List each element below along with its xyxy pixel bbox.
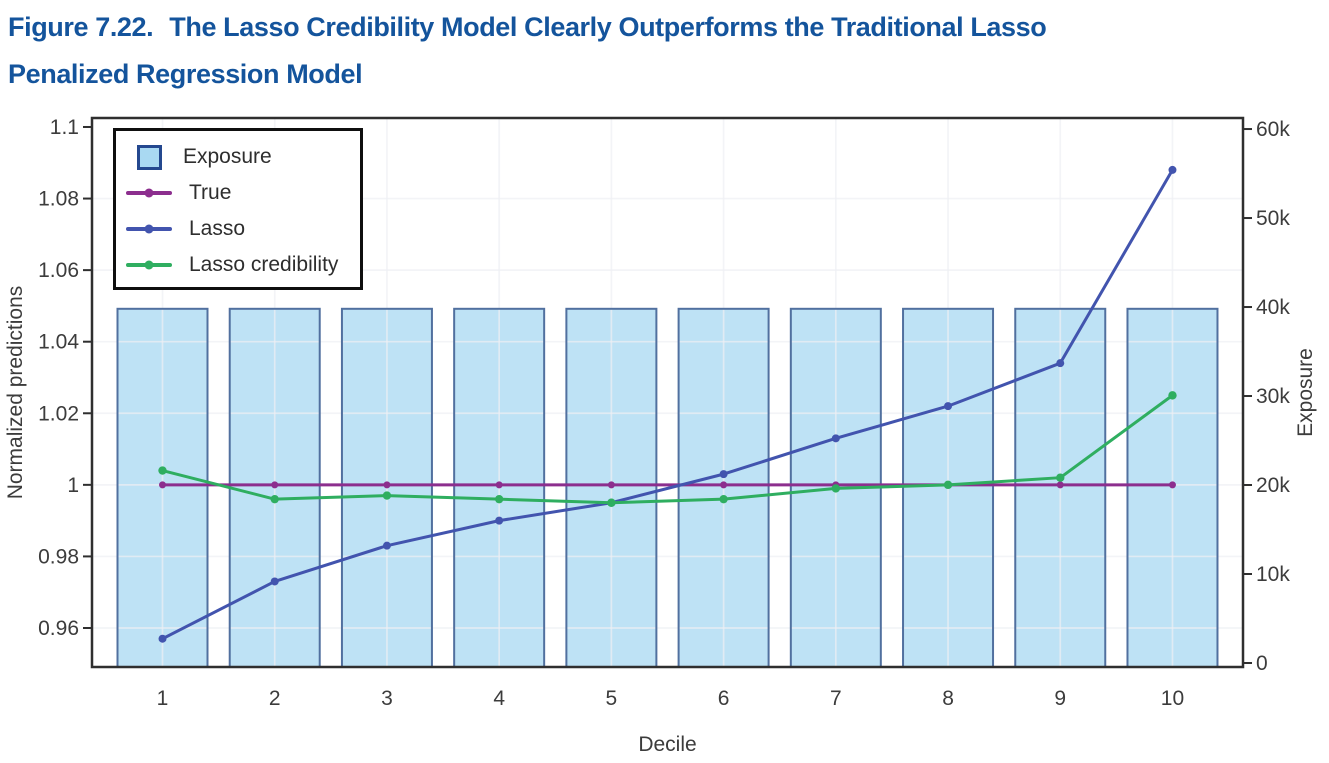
right-tick-label: 60k bbox=[1256, 118, 1290, 141]
lasso-credibility-marker bbox=[158, 466, 167, 475]
lasso-marker bbox=[1056, 359, 1065, 368]
lasso-credibility-marker bbox=[1056, 473, 1065, 482]
left-tick-label: 0.98 bbox=[38, 545, 79, 568]
lasso-credibility-marker bbox=[943, 480, 953, 490]
legend-item-true: True bbox=[116, 175, 360, 211]
exposure-swatch-icon bbox=[137, 144, 162, 170]
figure-title: Figure 7.22. The Lasso Credibility Model … bbox=[8, 4, 1323, 98]
x-tick-label: 2 bbox=[269, 687, 281, 710]
legend-label: Lasso bbox=[189, 217, 246, 240]
left-tick-label: 1.06 bbox=[38, 259, 79, 282]
right-tick-label: 40k bbox=[1256, 296, 1290, 319]
lasso-dot-icon bbox=[144, 224, 154, 234]
lasso-marker bbox=[495, 516, 504, 525]
x-tick-label: 7 bbox=[830, 687, 842, 710]
right-axis-title: Exposure bbox=[1294, 348, 1317, 437]
true-marker bbox=[159, 481, 166, 489]
x-tick-label: 6 bbox=[718, 687, 730, 710]
x-tick-label: 10 bbox=[1161, 687, 1184, 710]
chart-canvas: 0.96 0.98 1 1.02 1.04 1.06 1.08 1.1 0 10k 20k 30k 40… bbox=[4, 116, 1317, 756]
x-tick-label: 5 bbox=[606, 687, 618, 710]
plot-border bbox=[90, 116, 1245, 669]
true-line-icon bbox=[126, 188, 172, 198]
x-tick-label: 1 bbox=[157, 687, 169, 710]
lasso-line bbox=[161, 169, 1174, 641]
lasso-credibility-marker bbox=[719, 494, 728, 504]
lasso-credibility-line-icon bbox=[126, 260, 172, 270]
left-tick-label: 1.1 bbox=[50, 116, 79, 139]
true-marker bbox=[495, 481, 503, 489]
figure-title-line2: Penalized Regression Model bbox=[8, 59, 363, 89]
legend-label: True bbox=[189, 181, 232, 204]
lasso-credibility-marker bbox=[494, 494, 504, 504]
left-tick-label: 1.08 bbox=[38, 188, 79, 211]
lasso-credibility-marker bbox=[270, 494, 279, 504]
true-marker bbox=[720, 481, 728, 489]
right-tick-label: 30k bbox=[1256, 385, 1290, 408]
left-tick-label: 1.04 bbox=[38, 331, 79, 354]
x-tick-label: 3 bbox=[381, 687, 393, 710]
lasso-line-icon bbox=[126, 224, 172, 234]
lasso-marker bbox=[944, 402, 953, 411]
x-tick-label: 9 bbox=[1054, 687, 1066, 710]
true-marker bbox=[607, 481, 615, 489]
lasso-marker bbox=[831, 434, 840, 443]
true-marker bbox=[383, 481, 391, 489]
x-tick-label: 8 bbox=[942, 687, 954, 710]
x-tick-label: 4 bbox=[493, 687, 505, 710]
true-dot-icon bbox=[144, 188, 154, 198]
legend-item-lasso: Lasso bbox=[116, 211, 360, 247]
left-axis-title: Normalized predictions bbox=[4, 286, 27, 500]
left-tick-label: 0.96 bbox=[38, 617, 79, 640]
lasso-marker bbox=[270, 577, 279, 586]
x-axis-title: Decile bbox=[638, 733, 696, 756]
lasso-credibility-line bbox=[162, 394, 1174, 505]
true-marker bbox=[1168, 481, 1176, 489]
right-tick-label: 10k bbox=[1256, 563, 1290, 586]
lasso-marker bbox=[158, 634, 167, 643]
legend-item-lasso-credibility: Lasso credibility bbox=[116, 247, 360, 283]
true-marker bbox=[271, 481, 279, 489]
chart-legend: Exposure True Lasso Lasso credibility bbox=[113, 128, 363, 290]
legend-label: Lasso credibility bbox=[189, 253, 339, 276]
lasso-credibility-dot-icon bbox=[144, 260, 154, 270]
true-marker bbox=[1056, 481, 1064, 489]
lasso-marker bbox=[719, 470, 728, 479]
legend-item-exposure: Exposure bbox=[116, 139, 360, 175]
lasso-marker bbox=[1168, 165, 1177, 174]
figure-label: Figure 7.22. bbox=[8, 12, 154, 42]
lasso-credibility-marker bbox=[1168, 391, 1177, 400]
right-tick-label: 50k bbox=[1256, 207, 1290, 230]
lasso-credibility-marker bbox=[382, 491, 392, 500]
lasso-credibility-marker bbox=[831, 484, 841, 493]
figure-title-line1: Figure 7.22. The Lasso Credibility Model … bbox=[8, 4, 1323, 51]
right-tick-label: 20k bbox=[1256, 474, 1290, 497]
left-tick-label: 1.02 bbox=[38, 402, 79, 425]
lasso-marker bbox=[382, 541, 391, 550]
right-tick-label: 0 bbox=[1256, 652, 1268, 675]
legend-label: Exposure bbox=[183, 145, 272, 168]
figure-title-text: The Lasso Credibility Model Clearly Outp… bbox=[169, 12, 1047, 42]
left-tick-label: 1 bbox=[67, 474, 79, 497]
lasso-credibility-marker bbox=[607, 498, 616, 507]
